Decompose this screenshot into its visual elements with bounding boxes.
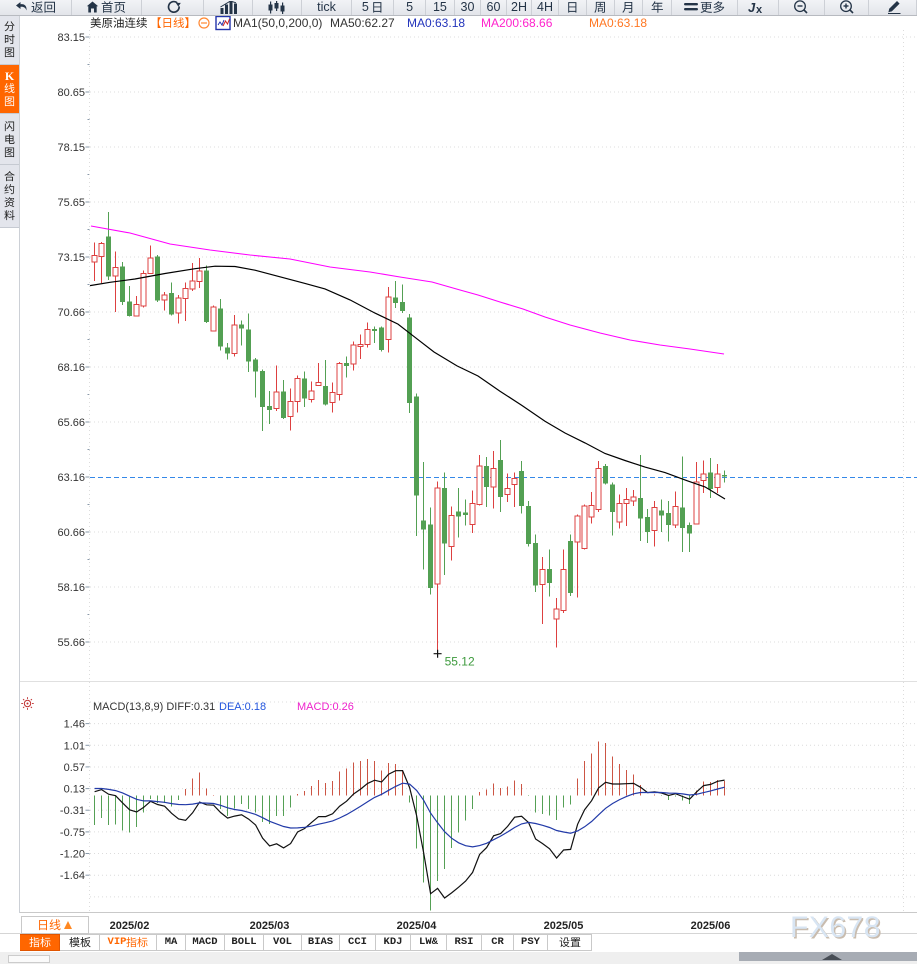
svg-text:MACD(13,8,9) DIFF:0.31: MACD(13,8,9) DIFF:0.31 [93, 701, 215, 713]
svg-text:x: x [756, 4, 763, 14]
svg-text:MA1(50,0,200,0): MA1(50,0,200,0) [233, 16, 322, 30]
svg-text:-0.31: -0.31 [60, 805, 85, 817]
svg-text:0.13: 0.13 [64, 784, 85, 796]
svg-text:MACD:0.26: MACD:0.26 [297, 701, 354, 713]
svg-text:0.57: 0.57 [64, 762, 85, 774]
svg-text:MA50:62.27: MA50:62.27 [330, 16, 395, 30]
svg-text:78.15: 78.15 [57, 142, 85, 154]
svg-text:55.66: 55.66 [57, 637, 85, 649]
svg-text:80.65: 80.65 [57, 87, 85, 99]
svg-text:J: J [748, 1, 756, 14]
svg-text:MA0:63.18: MA0:63.18 [589, 16, 647, 30]
svg-text:65.66: 65.66 [57, 417, 85, 429]
svg-text:-1.20: -1.20 [60, 849, 85, 861]
svg-text:63.16: 63.16 [57, 472, 85, 484]
svg-text:73.15: 73.15 [57, 252, 85, 264]
svg-text:60.66: 60.66 [57, 527, 85, 539]
svg-text:-0.75: -0.75 [60, 827, 85, 839]
svg-text:2025/02: 2025/02 [110, 920, 150, 932]
svg-text:2025/06: 2025/06 [691, 920, 731, 932]
svg-text:68.16: 68.16 [57, 362, 85, 374]
svg-text:55.12: 55.12 [445, 655, 475, 669]
svg-text:83.15: 83.15 [57, 32, 85, 44]
svg-text:75.65: 75.65 [57, 197, 85, 209]
svg-text:58.16: 58.16 [57, 582, 85, 594]
svg-text:1.46: 1.46 [64, 719, 85, 731]
svg-text:70.66: 70.66 [57, 307, 85, 319]
svg-text:MA200:68.66: MA200:68.66 [481, 16, 553, 30]
svg-text:-1.64: -1.64 [60, 870, 85, 882]
svg-text:MA0:63.18: MA0:63.18 [407, 16, 465, 30]
svg-text:1.01: 1.01 [64, 740, 85, 752]
svg-text:2025/03: 2025/03 [250, 920, 290, 932]
svg-text:DEA:0.18: DEA:0.18 [219, 701, 266, 713]
svg-text:2025/04: 2025/04 [397, 920, 438, 932]
svg-text:2025/05: 2025/05 [544, 920, 584, 932]
